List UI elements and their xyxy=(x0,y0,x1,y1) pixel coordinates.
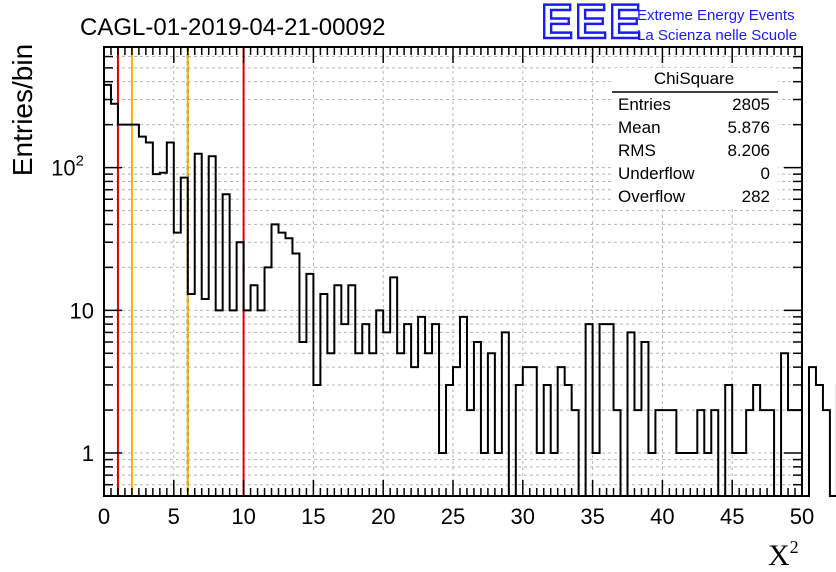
y-tick-label: 10 xyxy=(70,298,94,323)
x-tick-label: 0 xyxy=(98,504,110,529)
y-tick-label: 102 xyxy=(51,153,84,181)
stats-value-rms: 8.206 xyxy=(727,141,770,160)
chart-title: CAGL-01-2019-04-21-00092 xyxy=(80,14,386,41)
x-tick-label: 15 xyxy=(301,504,325,529)
stats-label-rms: RMS xyxy=(618,141,656,160)
stats-value-overflow: 282 xyxy=(742,187,770,206)
x-tick-label: 50 xyxy=(790,504,814,529)
stats-box: ChiSquare Entries 2805 Mean 5.876 RMS 8.… xyxy=(612,68,778,208)
x-tick-label: 20 xyxy=(371,504,395,529)
stats-label-underflow: Underflow xyxy=(618,164,695,183)
x-tick-label: 5 xyxy=(168,504,180,529)
x-tick-label: 40 xyxy=(650,504,674,529)
stats-value-mean: 5.876 xyxy=(727,118,770,137)
x-axis-label: X2 xyxy=(768,537,799,572)
x-tick-label: 35 xyxy=(580,504,604,529)
logo-line-2: La Scienza nelle Scuole xyxy=(637,27,797,44)
y-axis-label: Entries/bin xyxy=(7,44,38,176)
stats-value-entries: 2805 xyxy=(732,95,770,114)
stats-value-underflow: 0 xyxy=(761,164,770,183)
axis-ticks: 0 5 10 15 20 25 30 35 40 45 50 1 10 102 xyxy=(51,47,814,529)
x-tick-label: 10 xyxy=(231,504,255,529)
stats-label-overflow: Overflow xyxy=(618,187,686,206)
stats-label-mean: Mean xyxy=(618,118,661,137)
eee-logo-mark: EEE xyxy=(541,0,643,49)
logo-line-1: Extreme Energy Events xyxy=(637,7,795,24)
y-tick-label: 1 xyxy=(82,441,94,466)
x-tick-label: 25 xyxy=(441,504,465,529)
x-tick-label: 45 xyxy=(720,504,744,529)
threshold-lines xyxy=(116,47,245,496)
stats-title: ChiSquare xyxy=(654,69,734,88)
x-tick-label: 30 xyxy=(511,504,535,529)
stats-label-entries: Entries xyxy=(618,95,671,114)
